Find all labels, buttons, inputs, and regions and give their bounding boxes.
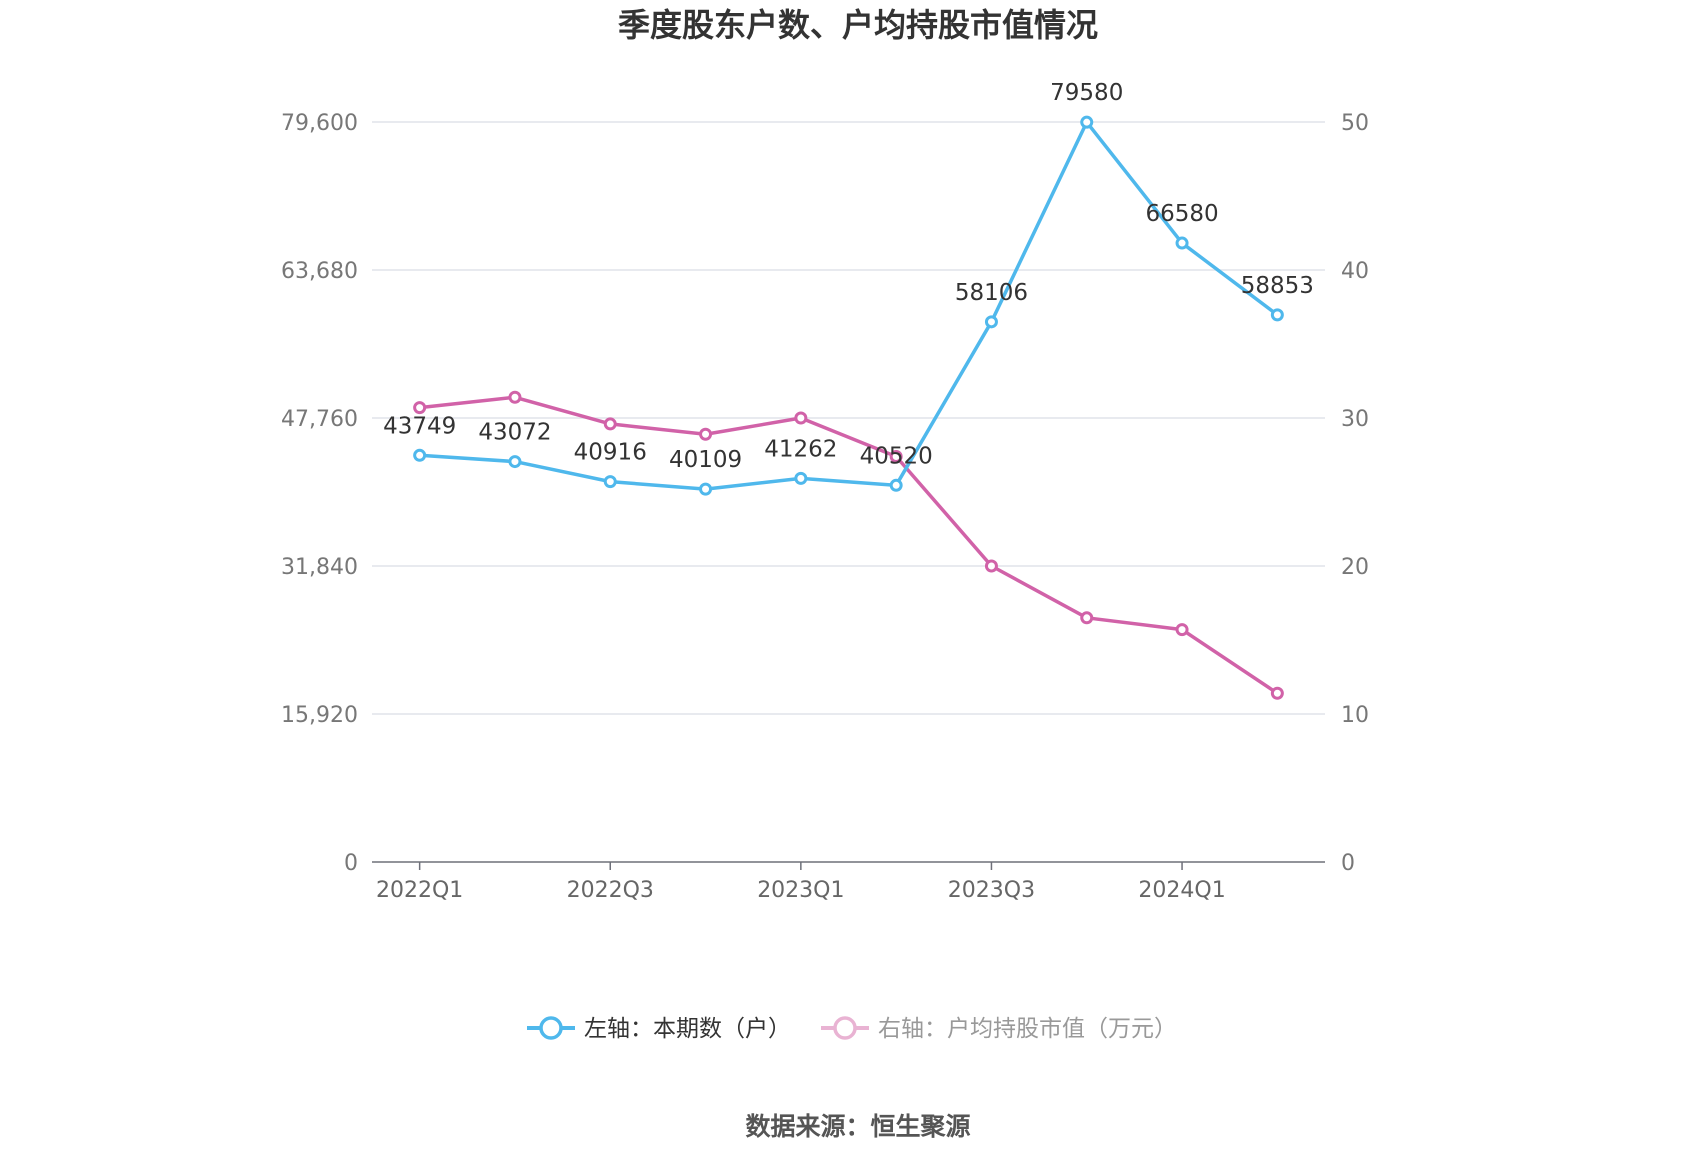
data-point[interactable] <box>794 411 808 425</box>
legend-marker-icon <box>833 1016 857 1040</box>
data-label: 41262 <box>764 436 837 462</box>
y-right-tick-label: 0 <box>1341 851 1355 876</box>
y-right-tick-label: 50 <box>1341 111 1369 136</box>
data-point[interactable] <box>984 315 998 329</box>
data-point[interactable] <box>699 482 713 496</box>
y-right-tick-label: 30 <box>1341 407 1369 432</box>
data-point[interactable] <box>1270 308 1284 322</box>
x-tick-label: 2022Q1 <box>376 878 463 903</box>
series-left <box>413 115 1284 496</box>
y-left-tick-label: 15,920 <box>281 703 358 728</box>
data-labels: 43749 43072 40916 40109 41262 40520 58106 79580… <box>383 80 1314 473</box>
series-line-left <box>419 120 1279 491</box>
legend-item-left[interactable]: 左轴：本期数（户） <box>527 1016 791 1042</box>
series-right <box>413 390 1284 700</box>
data-point[interactable] <box>1080 611 1094 625</box>
data-point[interactable] <box>1270 686 1284 700</box>
data-point[interactable] <box>889 449 903 463</box>
data-point[interactable] <box>508 455 522 469</box>
y-left-tick-label: 79,600 <box>281 111 358 136</box>
series-line-right <box>419 395 1279 695</box>
data-point[interactable] <box>413 448 427 462</box>
data-point[interactable] <box>889 478 903 492</box>
x-tick-label: 2023Q1 <box>757 878 844 903</box>
y-left-tick-label: 63,680 <box>281 259 358 284</box>
data-point[interactable] <box>1080 115 1094 129</box>
data-point[interactable] <box>1175 623 1189 637</box>
data-label: 40109 <box>669 447 742 473</box>
legend-marker-icon <box>539 1016 563 1040</box>
data-point[interactable] <box>508 390 522 404</box>
y-right-tick-label: 10 <box>1341 703 1369 728</box>
y-right-tick-label: 40 <box>1341 259 1369 284</box>
grid-lines <box>372 121 1325 715</box>
data-point[interactable] <box>603 475 617 489</box>
data-label: 58853 <box>1241 273 1314 299</box>
data-label: 43749 <box>383 413 456 439</box>
legend[interactable]: 左轴：本期数（户） 右轴：户均持股市值（万元） <box>527 1016 1177 1042</box>
y-right-tick-label: 20 <box>1341 555 1369 580</box>
data-point[interactable] <box>603 417 617 431</box>
legend-label: 右轴：户均持股市值（万元） <box>878 1016 1177 1042</box>
data-point[interactable] <box>699 427 713 441</box>
data-label: 40520 <box>860 443 933 469</box>
y-left-tick-label: 0 <box>344 851 358 876</box>
y-left-tick-label: 31,840 <box>281 555 358 580</box>
data-point[interactable] <box>1175 236 1189 250</box>
legend-item-right[interactable]: 右轴：户均持股市值（万元） <box>821 1016 1177 1042</box>
data-point[interactable] <box>413 401 427 415</box>
chart-title: 季度股东户数、户均持股市值情况 <box>618 6 1098 44</box>
source-note: 数据来源：恒生聚源 <box>745 1112 970 1141</box>
data-label: 79580 <box>1050 80 1123 106</box>
x-tick-label: 2024Q1 <box>1138 878 1225 903</box>
data-point[interactable] <box>984 559 998 573</box>
data-label: 40916 <box>574 440 647 466</box>
data-label: 66580 <box>1145 201 1218 227</box>
legend-label: 左轴：本期数（户） <box>584 1016 791 1042</box>
y-left-tick-label: 47,760 <box>281 407 358 432</box>
data-label: 58106 <box>955 280 1028 306</box>
x-tick-label: 2022Q3 <box>567 878 654 903</box>
series-group <box>413 115 1284 700</box>
x-tick-label: 2023Q3 <box>948 878 1035 903</box>
axes: 0 0 15,920 10 31,840 20 47,760 30 63,680 40 79,600… <box>281 111 1369 903</box>
data-point[interactable] <box>794 471 808 485</box>
data-label: 43072 <box>478 420 551 446</box>
